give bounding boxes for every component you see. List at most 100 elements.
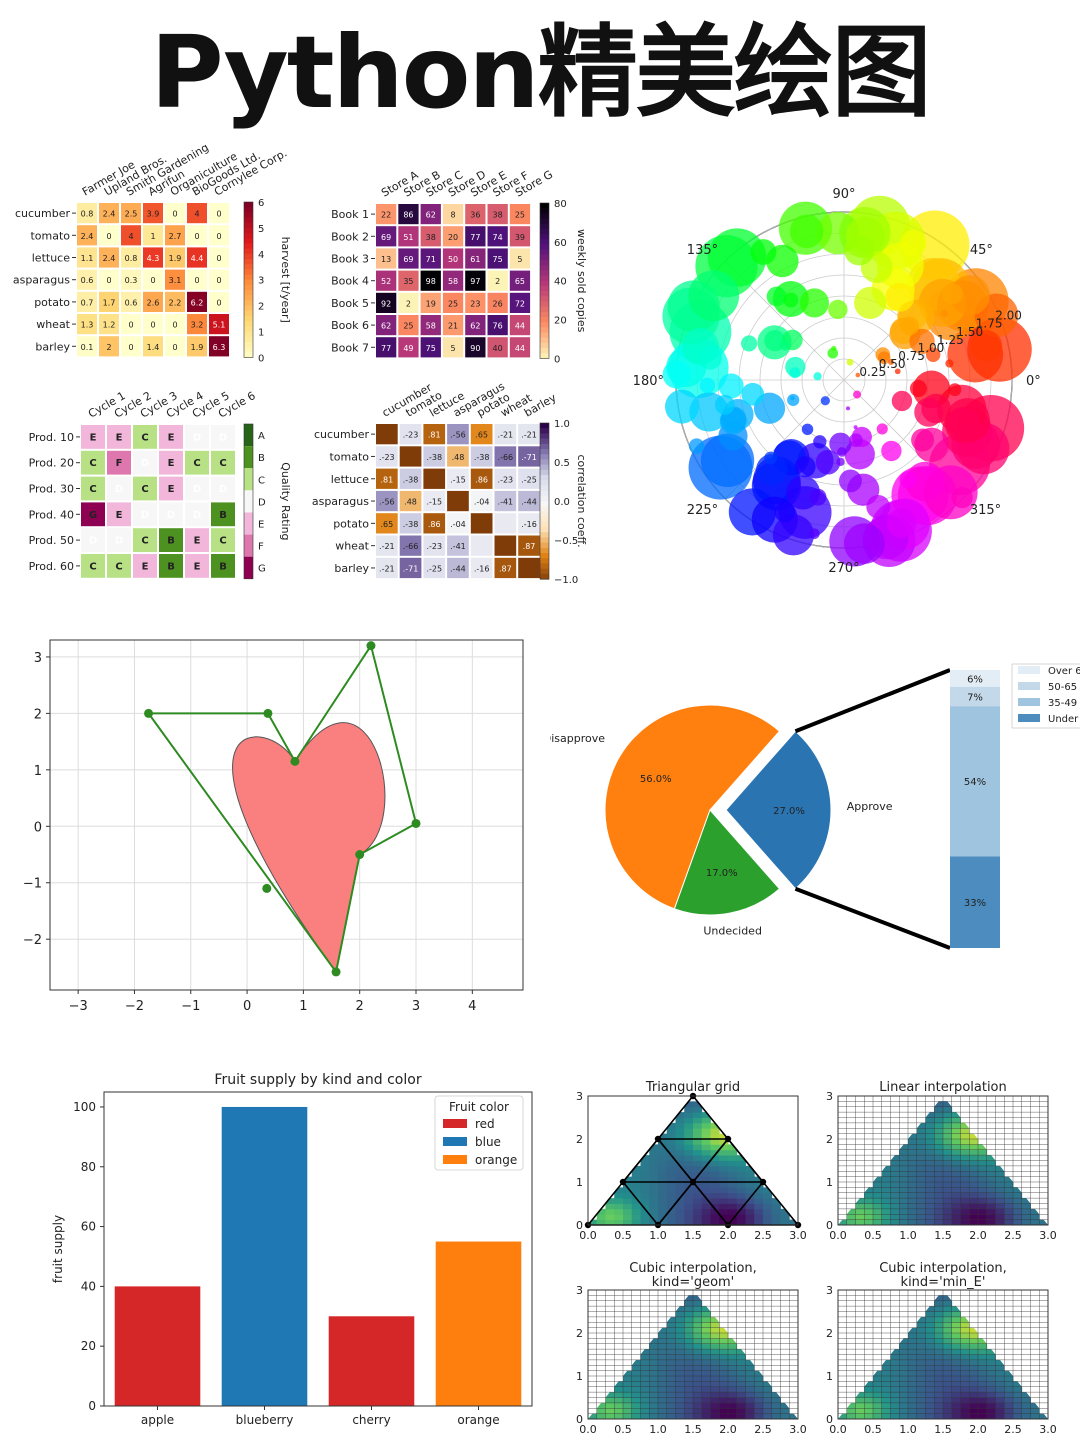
interp-cell — [995, 1408, 1005, 1415]
interp-cell — [969, 1349, 979, 1355]
scatter-point — [854, 286, 887, 319]
interp-cell — [925, 1306, 935, 1312]
cell-label: C — [141, 484, 148, 495]
interp-cell — [934, 1359, 944, 1366]
interp-cell — [978, 1149, 988, 1156]
interp-cell — [658, 1165, 668, 1172]
interp-cell — [899, 1171, 909, 1178]
cell-label: 0 — [216, 232, 221, 241]
cell-label: 20 — [448, 233, 458, 242]
cell-label: .65 — [475, 431, 488, 440]
interp-cell — [588, 1219, 598, 1226]
interp-cell — [684, 1214, 694, 1221]
interp-cell — [684, 1365, 694, 1372]
interp-cell — [649, 1386, 659, 1393]
correlation-heatmap: cucumbertomatolettuceasparaguspotatowhea… — [312, 380, 588, 586]
interp-cell — [780, 1402, 790, 1409]
interp-cell — [916, 1165, 926, 1172]
interp-cell — [631, 1198, 641, 1204]
plot-frame — [49, 639, 524, 991]
scatter-point — [820, 396, 830, 406]
y-tick-label: 3 — [34, 651, 42, 666]
interp-cell — [1004, 1203, 1014, 1210]
interp-cell — [908, 1365, 918, 1372]
interp-cell — [1030, 1413, 1040, 1420]
interp-cell — [846, 1208, 856, 1215]
colorbar-segment — [244, 321, 253, 327]
scatter-point — [885, 282, 915, 312]
interp-cell — [745, 1208, 755, 1215]
interp-cell — [666, 1160, 676, 1167]
interp-cell — [969, 1171, 979, 1178]
colorbar-segment — [540, 563, 549, 570]
interp-cell — [640, 1155, 650, 1161]
interp-cell — [908, 1208, 918, 1215]
cell-label: .87 — [523, 542, 536, 551]
interp-cell — [666, 1316, 676, 1323]
interp-cell — [960, 1187, 970, 1194]
interp-cell — [881, 1376, 891, 1382]
interp-cell — [846, 1219, 856, 1226]
scatter-point — [877, 351, 891, 365]
row-label: tomato — [329, 450, 369, 463]
cell-label: .-21 — [521, 431, 537, 440]
interp-cell — [951, 1381, 961, 1388]
interp-cell — [754, 1392, 764, 1398]
interp-cell — [916, 1365, 926, 1372]
interp-cell — [934, 1413, 944, 1420]
interp-cell — [710, 1408, 720, 1415]
interp-cell — [925, 1343, 935, 1350]
interp-cell — [925, 1333, 935, 1339]
scatter-point — [951, 486, 973, 509]
interp-cell — [1021, 1219, 1031, 1226]
interp-cell — [736, 1187, 746, 1194]
interp-cell — [960, 1176, 970, 1183]
control-point — [262, 883, 272, 893]
interp-cell — [1004, 1370, 1014, 1377]
row-label: lettuce — [32, 252, 70, 265]
cell-label: 98 — [426, 277, 436, 286]
interp-cell — [960, 1370, 970, 1377]
cell-label: 1.9 — [169, 254, 182, 263]
interp-cell — [855, 1402, 865, 1409]
interp-cell — [684, 1122, 694, 1129]
interp-cell — [675, 1198, 685, 1204]
interp-cell — [614, 1187, 624, 1194]
interp-cell — [745, 1176, 755, 1183]
interp-cell — [916, 1370, 926, 1377]
interp-cell — [855, 1203, 865, 1210]
interp-cell — [631, 1171, 641, 1178]
interp-cell — [908, 1176, 918, 1183]
colorbar-segment — [540, 254, 549, 261]
colorbar-segment — [540, 542, 549, 549]
colorbar-tick: 5 — [258, 224, 264, 235]
heatmap-cell — [420, 248, 441, 269]
cell-label: .65 — [380, 520, 393, 529]
cell-label: 6.3 — [213, 343, 226, 352]
interp-cell — [986, 1392, 996, 1398]
interp-cell — [943, 1101, 953, 1108]
interp-cell — [701, 1203, 711, 1210]
interp-cell — [710, 1338, 720, 1345]
interp-cell — [675, 1192, 685, 1199]
colorbar-tick: 20 — [554, 316, 567, 327]
interp-cell — [719, 1338, 729, 1345]
heatmap-cell — [447, 535, 469, 556]
interp-cell — [614, 1203, 624, 1210]
heatmap-cell — [143, 291, 163, 312]
interp-cell — [978, 1214, 988, 1221]
bar — [435, 1241, 522, 1406]
interp-cell — [693, 1139, 703, 1145]
interp-cell — [710, 1386, 720, 1393]
interp-cell — [873, 1203, 883, 1210]
interp-cell — [701, 1316, 711, 1323]
interp-cell — [693, 1408, 703, 1415]
interp-cell — [881, 1397, 891, 1404]
interp-cell — [649, 1171, 659, 1178]
interp-cell — [640, 1381, 650, 1388]
interp-cell — [710, 1155, 720, 1161]
interp-cell — [890, 1214, 900, 1221]
interp-cell — [684, 1192, 694, 1199]
interp-cell — [666, 1165, 676, 1172]
